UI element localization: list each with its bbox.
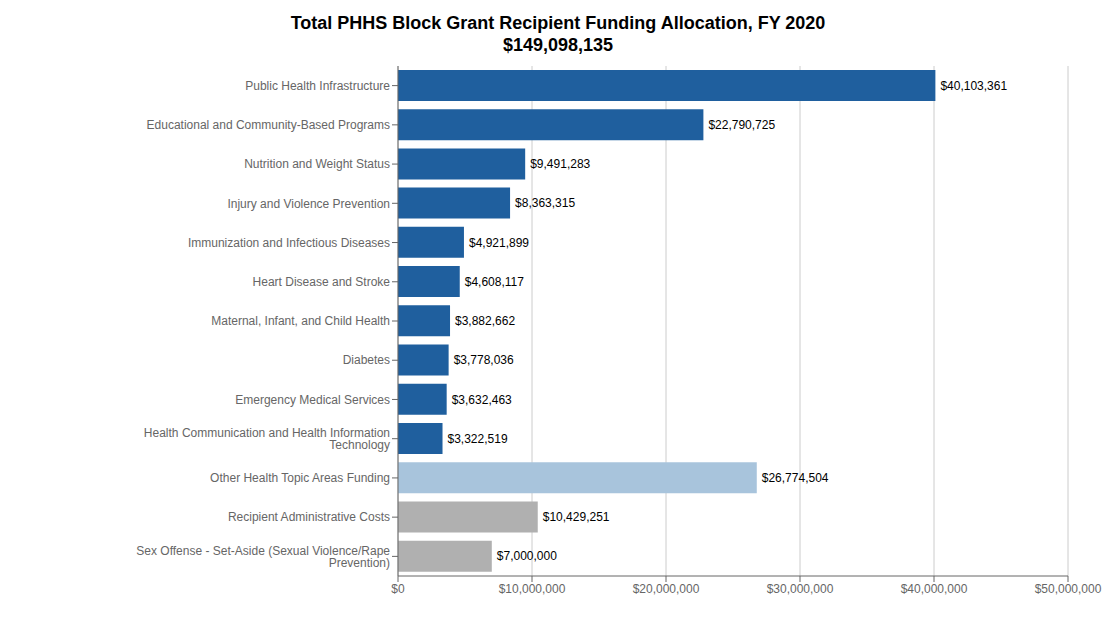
svg-text:$0: $0 — [391, 582, 405, 596]
svg-text:Nutrition and Weight Status: Nutrition and Weight Status — [244, 157, 390, 171]
svg-text:$10,000,000: $10,000,000 — [499, 582, 566, 596]
svg-text:Sex Offense - Set-Aside (Sexua: Sex Offense - Set-Aside (Sexual Violence… — [136, 544, 390, 570]
svg-text:$4,921,899: $4,921,899 — [469, 236, 529, 250]
svg-text:$3,882,662: $3,882,662 — [455, 314, 515, 328]
svg-text:Emergency Medical Services: Emergency Medical Services — [235, 393, 390, 407]
svg-text:Public Health Infrastructure: Public Health Infrastructure — [245, 79, 390, 93]
svg-text:Educational and Community-Base: Educational and Community-Based Programs — [147, 118, 390, 132]
svg-text:Injury and Violence Prevention: Injury and Violence Prevention — [227, 197, 390, 211]
svg-text:$20,000,000: $20,000,000 — [633, 582, 700, 596]
svg-text:$40,000,000: $40,000,000 — [901, 582, 968, 596]
svg-text:$4,608,117: $4,608,117 — [465, 275, 524, 289]
svg-text:$26,774,504: $26,774,504 — [762, 471, 829, 485]
html-text:Total PHHS Block Grant Recipie: Total PHHS Block Grant Recipient Funding… — [290, 13, 826, 33]
svg-text:$8,363,315: $8,363,315 — [515, 196, 575, 210]
svg-text:$9,491,283: $9,491,283 — [530, 157, 590, 171]
svg-text:$30,000,000: $30,000,000 — [767, 582, 834, 596]
svg-text:$50,000,000: $50,000,000 — [1035, 582, 1102, 596]
svg-text:$40,103,361: $40,103,361 — [940, 79, 1007, 93]
svg-text:Diabetes: Diabetes — [343, 353, 390, 367]
svg-text:$22,790,725: $22,790,725 — [708, 118, 775, 132]
svg-text:Health Communication and Healt: Health Communication and Health Informat… — [144, 426, 390, 452]
svg-text:$7,000,000: $7,000,000 — [497, 549, 557, 563]
html-text:$149,098,135: $149,098,135 — [502, 35, 613, 55]
svg-text:$3,632,463: $3,632,463 — [452, 393, 512, 407]
svg-text:$10,429,251: $10,429,251 — [543, 510, 610, 524]
svg-text:Other Health Topic Areas Fundi: Other Health Topic Areas Funding — [210, 471, 390, 485]
svg-text:$3,322,519: $3,322,519 — [448, 432, 508, 446]
svg-text:Recipient Administrative Costs: Recipient Administrative Costs — [228, 510, 390, 524]
svg-text:Immunization and Infectious Di: Immunization and Infectious Diseases — [188, 236, 390, 250]
svg-text:Maternal, Infant, and Child He: Maternal, Infant, and Child Health — [211, 314, 390, 328]
svg-text:Heart Disease and Stroke: Heart Disease and Stroke — [253, 275, 391, 289]
svg-text:$3,778,036: $3,778,036 — [454, 353, 514, 367]
